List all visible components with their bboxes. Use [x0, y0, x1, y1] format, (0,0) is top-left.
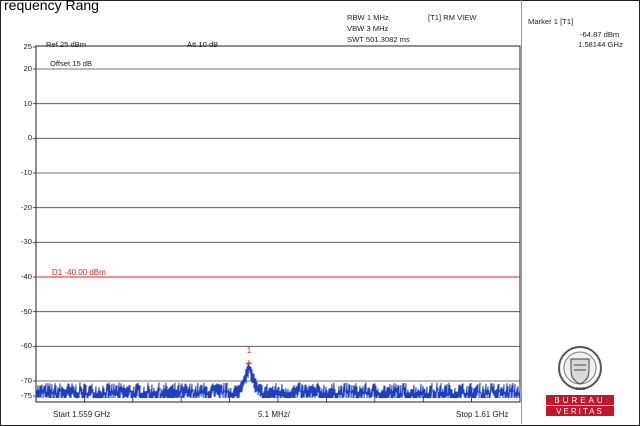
logo-band-bottom [546, 406, 614, 416]
y-tick-label: 25 [23, 42, 32, 51]
rbw-value: RBW 1 MHz [347, 13, 389, 22]
panel-divider [521, 0, 522, 424]
trace-mode: [T1] RM VIEW [428, 13, 477, 22]
y-tick-label: -75 [21, 391, 32, 400]
sweep-time: SWT 501.3082 ms [347, 35, 410, 44]
marker-number: 1 [247, 346, 252, 355]
y-tick-label: -40 [21, 272, 32, 281]
ref-level: Ref 25 dBm [46, 40, 87, 49]
marker-label: Marker 1 [T1] [528, 17, 574, 26]
y-tick-label: 0 [27, 133, 32, 143]
y-tick-label: -70 [21, 376, 32, 385]
y-tick-label: -30 [21, 237, 32, 247]
y-tick-label: 20 [23, 64, 32, 73]
offset-label: Offset 15 dB [50, 59, 93, 68]
y-tick-label: -20 [21, 202, 32, 212]
y-tick-label: -60 [21, 341, 32, 351]
logo-text-veritas: VERITAS [556, 407, 604, 416]
window-title: requency Rang [4, 0, 99, 13]
marker-frequency: 1.58144 GHz [578, 40, 623, 49]
stop-frequency: Stop 1.61 GHz [456, 410, 509, 419]
horizontal-grid [33, 46, 520, 397]
start-frequency: Start 1.559 GHz [53, 410, 111, 419]
span-per-div: 5.1 MHz/ [258, 410, 291, 419]
marker-level: -64.87 dBm [580, 30, 620, 39]
y-tick-label: -50 [21, 306, 32, 316]
logo-year: 1828 [575, 386, 586, 391]
spectrum-trace [35, 361, 521, 399]
logo-band-top [546, 395, 614, 405]
attenuation: Att 10 dB [187, 40, 219, 49]
logo-text-bureau: BUREAU [554, 396, 605, 405]
display-line-label: D1 -40.00 dBm [52, 268, 106, 277]
plot-frame [35, 45, 521, 403]
y-tick-label: -10 [21, 168, 32, 177]
bureau-veritas-logo: 1828 BUREAU VERITAS [546, 346, 614, 416]
y-tick-label: 10 [23, 98, 32, 108]
marker-1: 1 [245, 346, 252, 367]
vbw-value: VBW 3 MHz [347, 24, 389, 33]
